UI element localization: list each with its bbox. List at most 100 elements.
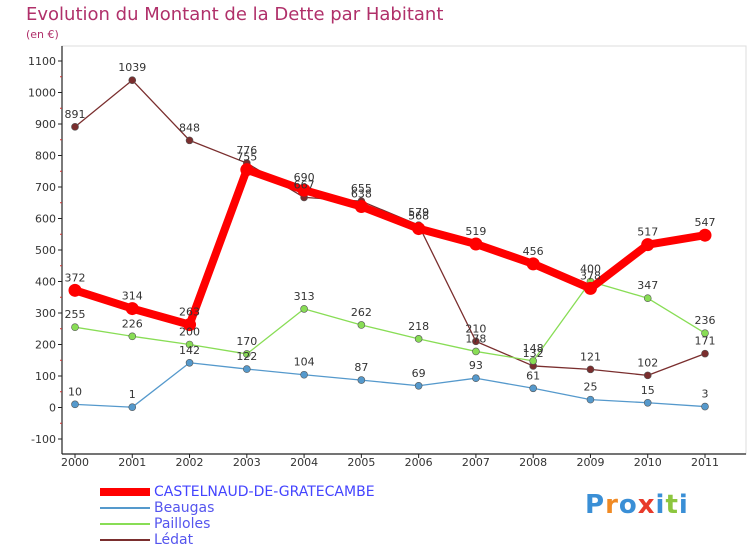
- legend-label: Lédat: [154, 532, 194, 548]
- data-label: 579: [408, 206, 429, 219]
- data-point: [68, 283, 82, 297]
- data-point: [357, 321, 366, 329]
- legend-swatch: [100, 539, 150, 541]
- data-point: [71, 123, 79, 131]
- data-label: 10: [68, 385, 82, 398]
- data-point: [243, 350, 251, 358]
- data-point: [643, 398, 652, 407]
- data-label: 638: [351, 188, 372, 201]
- series-line-Beaugas: [74, 362, 706, 408]
- x-tick-label: 2005: [347, 456, 375, 469]
- y-tick-label: 800: [35, 150, 56, 163]
- y-tick-label: 0: [49, 402, 56, 415]
- data-point: [128, 403, 137, 411]
- legend-item: Pailloles: [100, 516, 375, 532]
- x-tick-label: 2007: [462, 456, 490, 469]
- data-label: 372: [65, 271, 86, 284]
- data-label: 93: [469, 359, 483, 372]
- data-label: 262: [351, 306, 372, 319]
- y-tick-label: 900: [35, 118, 56, 131]
- data-point: [243, 365, 251, 373]
- data-label: 255: [65, 308, 86, 321]
- x-tick-label: 2009: [576, 456, 604, 469]
- data-label: 314: [122, 290, 143, 303]
- data-label: 456: [523, 245, 544, 258]
- data-point: [128, 76, 137, 85]
- legend-swatch: [100, 507, 150, 509]
- data-label: 25: [583, 381, 597, 394]
- data-point: [414, 335, 423, 343]
- data-point: [641, 238, 655, 252]
- y-tick-label: 600: [35, 213, 56, 226]
- logo-letter: i: [655, 490, 666, 520]
- data-point: [472, 337, 480, 346]
- legend-label: Beaugas: [154, 500, 215, 516]
- data-point: [472, 347, 480, 356]
- x-tick-label: 2008: [519, 456, 547, 469]
- data-point: [414, 381, 423, 390]
- data-point: [185, 136, 194, 145]
- data-point: [529, 357, 537, 365]
- data-point: [71, 400, 79, 409]
- series-line-Lédat: [74, 79, 706, 377]
- data-point: [297, 183, 311, 197]
- data-label: 122: [236, 350, 257, 363]
- data-label: 178: [465, 332, 486, 345]
- x-tick-label: 2006: [405, 456, 433, 469]
- data-point: [529, 384, 537, 393]
- data-label: 210: [465, 322, 486, 335]
- data-label: 755: [236, 151, 257, 164]
- data-point: [183, 318, 197, 332]
- data-point: [412, 222, 426, 236]
- data-point: [185, 340, 194, 349]
- data-label: 171: [695, 335, 716, 348]
- logo-letter: i: [678, 490, 689, 520]
- y-tick-label: 100: [35, 370, 56, 383]
- data-point: [586, 365, 595, 374]
- legend-item: CASTELNAUD-DE-GRATECAMBE: [100, 484, 375, 500]
- data-label: 1039: [118, 61, 146, 74]
- data-label: 690: [294, 171, 315, 184]
- data-label: 378: [580, 269, 601, 282]
- x-tick-label: 2010: [634, 456, 662, 469]
- legend-swatch: [100, 523, 150, 525]
- data-label: 236: [695, 314, 716, 327]
- legend-label: Pailloles: [154, 516, 211, 532]
- data-label: 3: [702, 388, 709, 401]
- data-point: [469, 237, 483, 251]
- data-point: [125, 302, 139, 316]
- data-label: 517: [637, 226, 658, 239]
- data-label: 200: [179, 326, 200, 339]
- data-label: 547: [695, 216, 716, 229]
- legend-item: Beaugas: [100, 500, 375, 516]
- data-label: 69: [412, 367, 426, 380]
- data-label: 1: [129, 388, 136, 401]
- data-label: 848: [179, 121, 200, 134]
- logo-letter: r: [605, 490, 619, 520]
- data-label: 400: [580, 263, 601, 276]
- data-point: [300, 305, 308, 313]
- data-label: 142: [179, 344, 200, 357]
- data-label: 132: [523, 347, 544, 360]
- data-point: [701, 349, 709, 358]
- data-label: 104: [294, 356, 315, 369]
- data-label: 667: [294, 178, 315, 191]
- data-label: 15: [641, 384, 655, 397]
- data-point: [701, 329, 709, 337]
- data-point: [583, 281, 597, 295]
- proxiti-logo: Proxiti: [585, 490, 689, 520]
- data-label: 87: [354, 361, 368, 374]
- data-point: [71, 323, 79, 331]
- chart-title: Evolution du Montant de la Dette par Hab…: [26, 4, 444, 25]
- data-point: [586, 395, 595, 404]
- legend-swatch: [100, 488, 150, 496]
- data-label: 226: [122, 317, 143, 330]
- legend-item: Lédat: [100, 532, 375, 548]
- logo-letter: x: [637, 490, 656, 520]
- data-point: [698, 228, 712, 242]
- y-tick-label: 1000: [28, 87, 56, 100]
- data-point: [240, 163, 254, 177]
- data-label: 218: [408, 320, 429, 333]
- data-label: 776: [236, 144, 257, 157]
- x-tick-label: 2002: [176, 456, 204, 469]
